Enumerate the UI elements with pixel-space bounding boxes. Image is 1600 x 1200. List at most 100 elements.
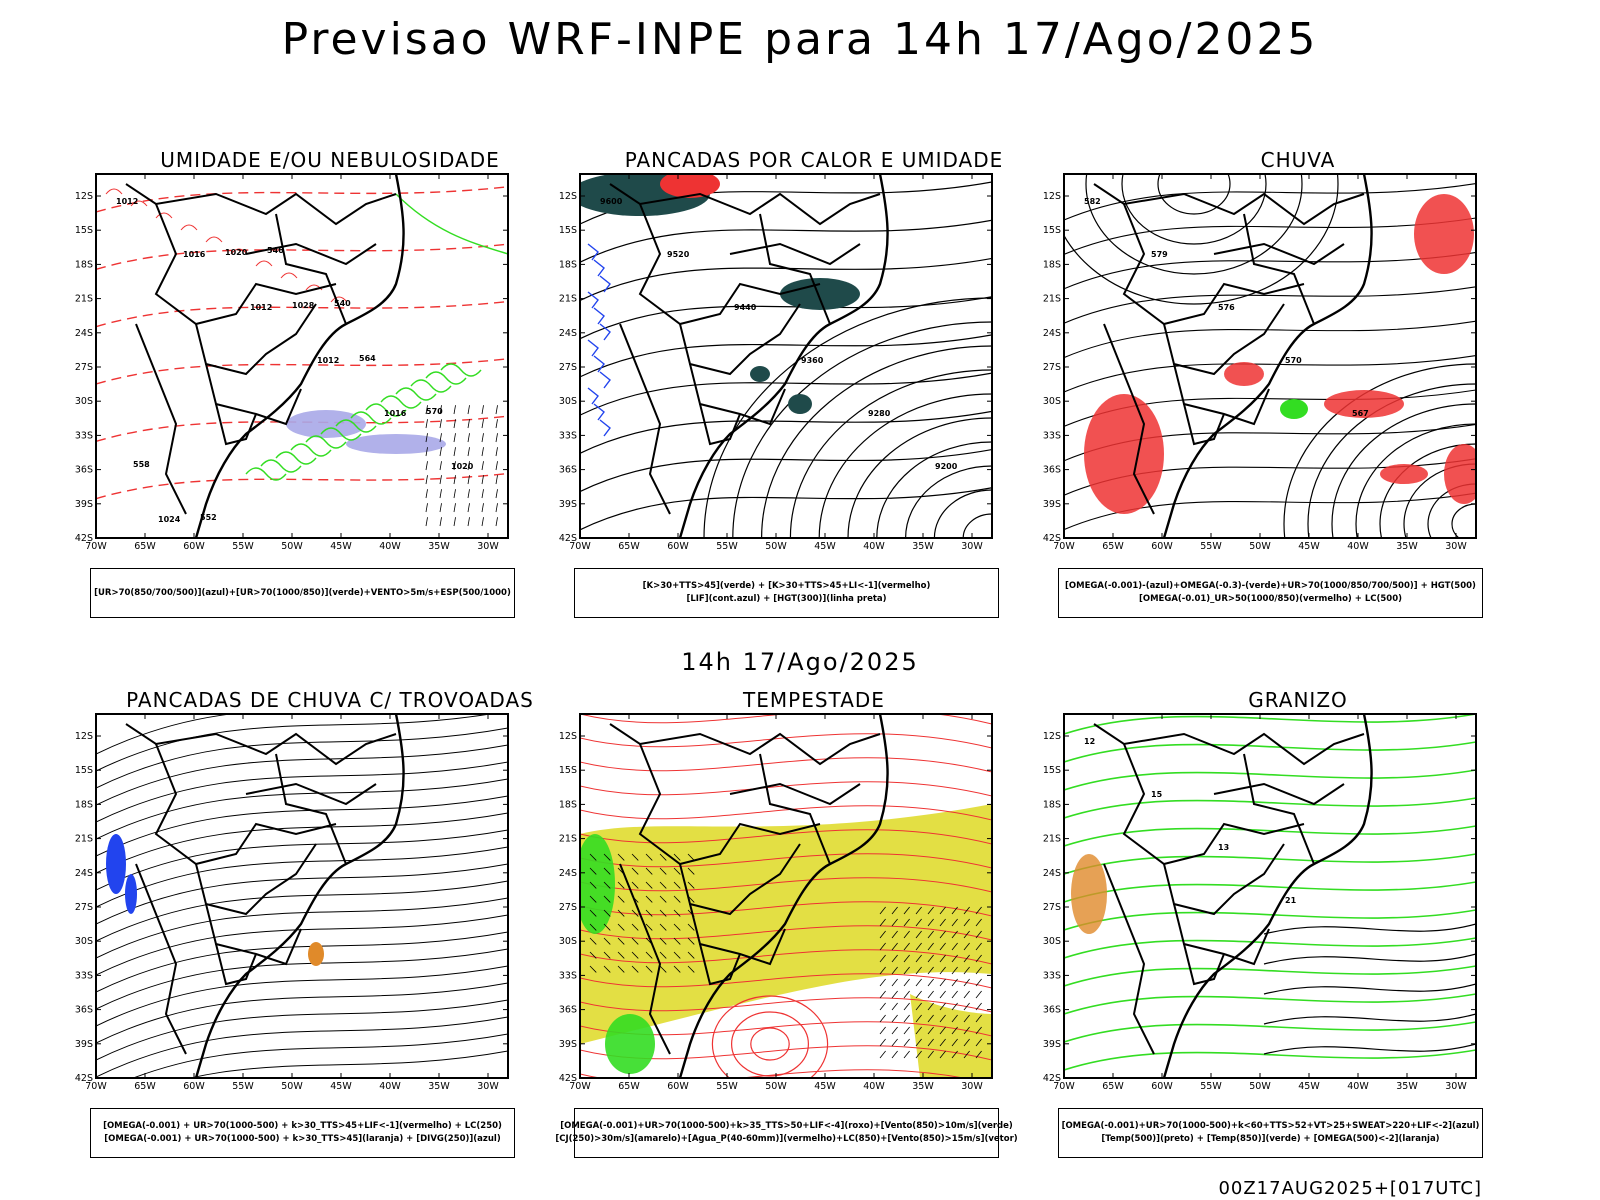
- contour-label: 1020: [225, 248, 248, 257]
- lon-tick-label: 60W: [183, 541, 205, 552]
- lat-tick-label: 18S: [75, 259, 93, 270]
- legend-line: [LIF](cont.azul) + [HGT(300)](linha pret…: [686, 594, 887, 604]
- contour-label: 1028: [292, 301, 315, 310]
- lat-tick-label: 30S: [559, 396, 577, 407]
- legend-line: [OMEGA(-0.01)_UR>50(1000/850)(vermelho) …: [1138, 594, 1403, 604]
- lon-tick-label: 30W: [477, 1081, 499, 1092]
- lat-tick-label: 36S: [559, 465, 577, 476]
- lat-tick-label: 36S: [559, 1005, 577, 1016]
- lat-tick-label: 12S: [1043, 731, 1061, 742]
- lat-tick-label: 27S: [559, 902, 577, 913]
- lat-tick-label: 39S: [559, 499, 577, 510]
- contour-label: 9600: [600, 197, 623, 206]
- lon-tick-label: 65W: [618, 1081, 640, 1092]
- lat-tick-label: 18S: [1043, 259, 1061, 270]
- lat-tick-label: 21S: [559, 294, 577, 305]
- legend-line: [UR>70(850/700/500)](azul)+[UR>70(1000/8…: [94, 587, 511, 598]
- lat-tick-label: 39S: [559, 1039, 577, 1050]
- contour-label: 558: [133, 460, 150, 469]
- lat-tick-label: 24S: [1043, 328, 1061, 339]
- lat-tick-label: 15S: [1043, 225, 1061, 236]
- lat-tick-label: 42S: [75, 1073, 93, 1084]
- panel-5: TEMPESTADE 12S 15S 18S 21S 24S 27S 30S 33S 36S 39S…: [554, 688, 1054, 1178]
- lon-tick-label: 50W: [765, 541, 787, 552]
- lon-tick-label: 60W: [667, 541, 689, 552]
- lat-tick-label: 27S: [559, 362, 577, 373]
- lat-tick-label: 24S: [559, 868, 577, 879]
- lat-tick-label: 39S: [1043, 1039, 1061, 1050]
- lon-tick-label: 40W: [863, 1081, 885, 1092]
- lat-tick-label: 39S: [1043, 499, 1061, 510]
- contour-label: 579: [1151, 250, 1168, 259]
- contour-label: 15: [1151, 790, 1163, 799]
- lon-tick-label: 70W: [85, 1081, 107, 1092]
- lon-tick-label: 40W: [379, 541, 401, 552]
- lat-tick-label: 42S: [1043, 533, 1061, 544]
- legend-line: [K>30+TTS>45](verde) + [K>30+TTS>45+LI<-…: [642, 581, 931, 591]
- lon-tick-label: 60W: [667, 1081, 689, 1092]
- lat-tick-label: 27S: [75, 902, 93, 913]
- lat-tick-label: 12S: [559, 191, 577, 202]
- lon-tick-label: 65W: [1102, 1081, 1124, 1092]
- lon-tick-label: 35W: [428, 541, 450, 552]
- lat-tick-label: 36S: [1043, 1005, 1061, 1016]
- panel-4: PANCADAS DE CHUVA C/ TROVOADAS 12S 15S 18S 2…: [70, 688, 570, 1178]
- panel-legend: [K>30+TTS>45](verde) + [K>30+TTS>45+LI<-…: [574, 568, 999, 618]
- lat-tick-label: 27S: [1043, 902, 1061, 913]
- panel-legend: [OMEGA(-0.001)+UR>70(1000-500)+k<60+TTS>…: [1058, 1108, 1483, 1158]
- lon-tick-label: 70W: [85, 541, 107, 552]
- legend-line: [Temp(500)](preto) + [Temp(850)](verde) …: [1101, 1134, 1440, 1144]
- lon-tick-label: 60W: [183, 1081, 205, 1092]
- lon-tick-label: 70W: [1053, 541, 1075, 552]
- lon-tick-label: 30W: [961, 1081, 983, 1092]
- contour-label: 570: [426, 407, 443, 416]
- lat-tick-label: 21S: [75, 294, 93, 305]
- forecast-time-label: 14h 17/Ago/2025: [681, 648, 919, 676]
- contour-label: 570: [1285, 356, 1302, 365]
- lon-tick-label: 65W: [134, 541, 156, 552]
- lat-tick-label: 42S: [1043, 1073, 1061, 1084]
- map-plot: 1012 1016 1012 1012 1016 1020 1024 1020 1028 564 5…: [75, 173, 509, 552]
- panel-title: CHUVA: [1260, 148, 1336, 172]
- lat-tick-label: 21S: [75, 834, 93, 845]
- lon-tick-label: 35W: [1396, 1081, 1418, 1092]
- panel-title: GRANIZO: [1248, 688, 1348, 712]
- panel-title: TEMPESTADE: [743, 688, 885, 712]
- run-time-label: 00Z17AUG2025+[017UTC]: [1218, 1178, 1482, 1199]
- contour-label: 9360: [801, 356, 824, 365]
- lat-tick-label: 33S: [559, 970, 577, 981]
- contour-label: 9200: [935, 462, 958, 471]
- lat-tick-label: 15S: [75, 765, 93, 776]
- lon-tick-label: 35W: [912, 1081, 934, 1092]
- contour-label: 1016: [384, 409, 407, 418]
- lon-tick-label: 40W: [1347, 541, 1369, 552]
- contour-label: 540: [334, 299, 351, 308]
- legend-line: [OMEGA(-0.001)-(azul)+OMEGA(-0.3)-(verde…: [1065, 581, 1476, 591]
- lon-tick-label: 65W: [618, 541, 640, 552]
- lat-tick-label: 12S: [559, 731, 577, 742]
- lat-tick-label: 33S: [75, 430, 93, 441]
- lat-tick-label: 24S: [75, 868, 93, 879]
- lon-tick-label: 45W: [814, 1081, 836, 1092]
- legend-line: [OMEGA(-0.001) + UR>70(1000-500) + k>30_…: [104, 1134, 501, 1144]
- contour-label: 9280: [868, 409, 891, 418]
- panel-title: PANCADAS POR CALOR E UMIDADE: [624, 148, 1004, 172]
- lat-tick-label: 18S: [75, 799, 93, 810]
- lon-tick-label: 55W: [1200, 1081, 1222, 1092]
- lat-tick-label: 12S: [75, 191, 93, 202]
- lon-tick-label: 65W: [134, 1081, 156, 1092]
- lon-tick-label: 45W: [1298, 541, 1320, 552]
- lat-tick-label: 30S: [75, 936, 93, 947]
- lon-tick-label: 30W: [961, 541, 983, 552]
- contour-label: 552: [200, 513, 217, 522]
- legend-line: [OMEGA(-0.001)+UR>70(1000-500)+k>35_TTS>…: [560, 1121, 1013, 1131]
- lon-tick-label: 45W: [814, 541, 836, 552]
- contour-label: 564: [359, 354, 376, 363]
- lon-tick-label: 45W: [1298, 1081, 1320, 1092]
- panel-2: PANCADAS POR CALOR E UMIDADE 9600 9520 9440…: [554, 148, 1054, 638]
- lat-tick-label: 21S: [1043, 834, 1061, 845]
- contour-label: 1016: [183, 250, 206, 259]
- contour-label: 9440: [734, 303, 757, 312]
